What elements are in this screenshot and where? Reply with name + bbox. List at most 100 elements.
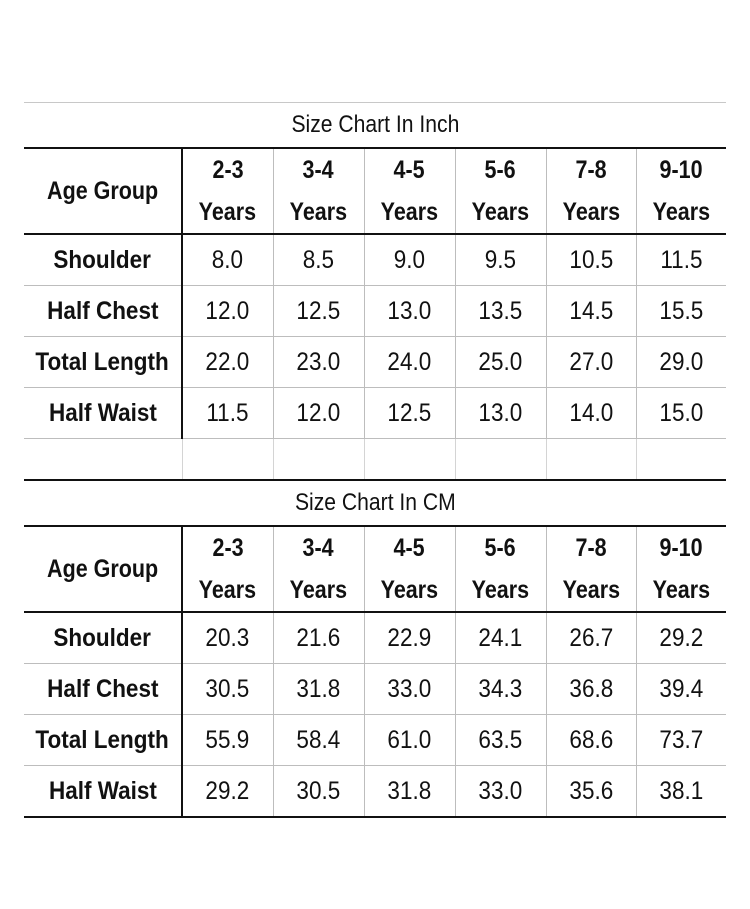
age-range-text: 2-3 [212,534,244,562]
measurement-value: 14.5 [545,285,636,337]
age-range: 4-5 [365,527,455,569]
age-range: 9-10 [637,527,727,569]
measurement-value-text: 11.5 [206,398,249,427]
cm-age-header: 3-4 Years [272,526,364,613]
measurement-value-text: 24.0 [387,347,432,376]
age-unit-text: Years [652,198,710,226]
measurement-label: Half Waist [24,387,183,439]
inch-header-row: Age Group 2-3 Years 3-4 Years 4-5 Years 5-6 Year… [24,148,727,235]
measurement-value-text: 8.5 [302,245,335,274]
measurement-value-text: 24.1 [478,623,523,652]
cm-measurement-row: Half Chest 30.5 31.8 33.0 34.3 36.8 39.4 [24,663,727,715]
measurement-value-text: 15.0 [659,398,704,427]
measurement-value: 22.0 [181,336,273,388]
spacer-cell [635,438,727,481]
measurement-value-text: 12.5 [387,398,432,427]
measurement-value: 24.0 [363,336,455,388]
measurement-value: 13.0 [454,387,546,439]
age-range-text: 9-10 [659,156,703,184]
measurement-value-text: 10.5 [569,245,613,274]
measurement-label: Half Chest [24,285,183,337]
age-range: 3-4 [274,527,364,569]
measurement-label-text: Half Waist [48,398,157,427]
measurement-value: 73.7 [635,714,727,766]
measurement-value: 20.3 [181,612,273,664]
measurement-value-text: 8.0 [212,245,244,274]
measurement-value: 13.0 [363,285,455,337]
cm-age-header: 2-3 Years [181,526,273,613]
measurement-label-text: Total Length [35,725,170,754]
size-chart-body: Size Chart In Inch Age Group 2-3 Years 3-4 Ye… [24,102,727,818]
inch-chart-title-text: Size Chart In Inch [291,111,459,138]
inch-measurement-row: Half Waist 11.5 12.0 12.5 13.0 14.0 15.0 [24,387,727,439]
measurement-value-text: 68.6 [569,725,613,754]
cm-measurement-row: Half Waist 29.2 30.5 31.8 33.0 35.6 38.1 [24,765,727,818]
cm-chart-title: Size Chart In CM [24,479,727,527]
measurement-value: 9.5 [454,234,546,286]
measurement-value: 33.0 [454,765,546,818]
age-range: 9-10 [637,149,727,191]
spacer-cell [363,438,455,481]
measurement-value-text: 26.7 [569,623,613,652]
measurement-label-text: Shoulder [53,245,152,274]
age-unit-text: Years [471,576,530,604]
measurement-value-text: 73.7 [659,725,704,754]
measurement-value: 63.5 [454,714,546,766]
cm-age-header: 9-10 Years [635,526,727,613]
measurement-value-text: 13.0 [478,398,523,427]
measurement-value: 39.4 [635,663,727,715]
inch-age-header: 9-10 Years [635,148,727,235]
age-group-text: Age Group [46,555,159,583]
measurement-value: 15.0 [635,387,727,439]
measurement-value: 31.8 [272,663,364,715]
measurement-value-text: 15.5 [659,296,704,325]
measurement-value: 8.5 [272,234,364,286]
measurement-value-text: 13.5 [478,296,523,325]
measurement-value: 12.5 [272,285,364,337]
age-unit: Years [637,569,727,611]
age-unit-text: Years [199,576,257,604]
measurement-label: Half Waist [24,765,183,818]
age-range: 5-6 [456,149,546,191]
measurement-label-text: Half Chest [46,296,159,325]
measurement-label: Shoulder [24,612,183,664]
age-range: 7-8 [547,527,636,569]
measurement-value: 24.1 [454,612,546,664]
measurement-value: 25.0 [454,336,546,388]
cm-title-row: Size Chart In CM [24,479,727,527]
measurement-value-text: 14.5 [569,296,613,325]
measurement-value: 23.0 [272,336,364,388]
measurement-value: 58.4 [272,714,364,766]
measurement-value-text: 63.5 [478,725,523,754]
measurement-value-text: 33.0 [387,674,432,703]
measurement-value: 27.0 [545,336,636,388]
measurement-value-text: 22.0 [205,347,250,376]
measurement-value-text: 29.0 [659,347,704,376]
measurement-value: 61.0 [363,714,455,766]
measurement-value: 8.0 [181,234,273,286]
section-spacer-row [24,438,727,481]
measurement-value-text: 58.4 [296,725,341,754]
measurement-label-text: Half Chest [46,674,159,703]
age-unit: Years [456,569,546,611]
inch-measurement-row: Shoulder 8.0 8.5 9.0 9.5 10.5 11.5 [24,234,727,286]
measurement-label: Half Chest [24,663,183,715]
measurement-value: 29.2 [635,612,727,664]
measurement-label: Total Length [24,336,183,388]
cm-age-group-label: Age Group [24,526,183,613]
cm-measurement-row: Shoulder 20.3 21.6 22.9 24.1 26.7 29.2 [24,612,727,664]
measurement-value-text: 31.8 [387,776,432,805]
age-unit-text: Years [471,198,530,226]
inch-age-header: 3-4 Years [272,148,364,235]
measurement-value-text: 9.0 [393,245,426,274]
age-range: 7-8 [547,149,636,191]
measurement-value: 68.6 [545,714,636,766]
spacer-cell [24,438,183,481]
spacer-cell [272,438,364,481]
measurement-value: 9.0 [363,234,455,286]
inch-measurement-row: Half Chest 12.0 12.5 13.0 13.5 14.5 15.5 [24,285,727,337]
measurement-value: 36.8 [545,663,636,715]
inch-age-header: 7-8 Years [545,148,636,235]
measurement-value-text: 14.0 [569,398,613,427]
age-unit: Years [274,191,364,233]
